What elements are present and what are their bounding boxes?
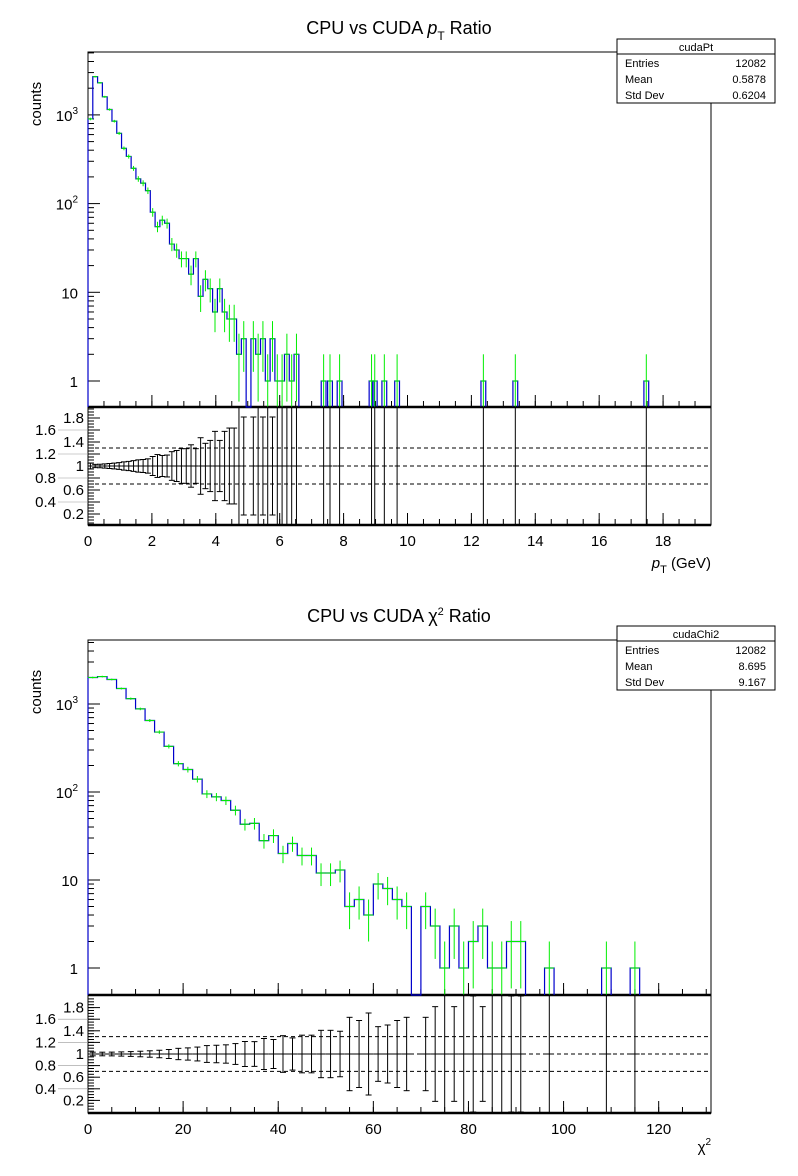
y-tick-label: 102 bbox=[56, 783, 79, 802]
y-tick-label: 10 bbox=[61, 285, 78, 302]
ratio-y-tick-label: 1.8 bbox=[63, 410, 84, 427]
stats-value: 8.695 bbox=[738, 661, 766, 673]
y-tick-label: 10 bbox=[61, 873, 78, 890]
ratio-y-tick-label: 0.2 bbox=[63, 506, 84, 523]
y-tick-base: 10 bbox=[56, 785, 73, 802]
ratio-y-tick-label: 1.8 bbox=[63, 1000, 84, 1017]
y-tick-label: 1 bbox=[70, 961, 78, 978]
y-tick-label: 103 bbox=[56, 695, 79, 714]
x-label-symbol: χ bbox=[698, 1139, 706, 1156]
title-prefix: CPU vs CUDA bbox=[306, 18, 427, 38]
title-suffix: Ratio bbox=[445, 18, 492, 38]
ratio-y-tick-label: 0.8 bbox=[35, 470, 56, 487]
stats-value: 0.6204 bbox=[732, 90, 766, 102]
x-tick-label: 10 bbox=[399, 533, 416, 550]
y-tick-base: 1 bbox=[70, 961, 78, 978]
stats-box bbox=[616, 38, 776, 104]
x-label-superscript: 2 bbox=[705, 1137, 711, 1148]
ratio-y-tick-label: 1.4 bbox=[63, 1023, 84, 1040]
ratio-y-tick-label: 0.6 bbox=[63, 482, 84, 499]
x-tick-label: 16 bbox=[591, 533, 608, 550]
y-tick-base: 10 bbox=[61, 873, 78, 890]
stats-label: Mean bbox=[625, 661, 653, 673]
x-tick-label: 14 bbox=[527, 533, 544, 550]
y-tick-base: 1 bbox=[70, 374, 78, 391]
stats-label: Std Dev bbox=[625, 90, 665, 102]
ratio-y-tick-label: 0.2 bbox=[63, 1092, 84, 1109]
x-tick-label: 6 bbox=[276, 533, 284, 550]
x-tick-label: 0 bbox=[84, 533, 92, 550]
y-tick-exponent: 2 bbox=[72, 783, 78, 794]
y-tick-exponent: 2 bbox=[72, 195, 78, 206]
x-tick-label: 12 bbox=[463, 533, 480, 550]
stats-label: Mean bbox=[625, 74, 653, 86]
x-axis-label: χ2 bbox=[698, 1137, 712, 1156]
y-tick-base: 10 bbox=[56, 197, 73, 214]
x-tick-label: 40 bbox=[270, 1121, 287, 1138]
x-tick-label: 60 bbox=[365, 1121, 382, 1138]
y-tick-base: 10 bbox=[56, 108, 73, 125]
stats-box bbox=[616, 625, 776, 691]
x-tick-label: 0 bbox=[84, 1121, 92, 1138]
stats-label: Entries bbox=[625, 645, 660, 657]
ratio-y-tick-label: 0.8 bbox=[35, 1058, 56, 1075]
chart-title: CPU vs CUDA pT Ratio bbox=[306, 18, 491, 43]
x-tick-label: 20 bbox=[175, 1121, 192, 1138]
x-label-symbol: p bbox=[651, 555, 660, 572]
title-prefix: CPU vs CUDA bbox=[307, 606, 428, 626]
ratio-y-tick-label: 0.4 bbox=[35, 1081, 56, 1098]
stats-name: cudaChi2 bbox=[673, 629, 719, 641]
x-tick-label: 8 bbox=[339, 533, 347, 550]
ratio-y-tick-label: 1.2 bbox=[35, 446, 56, 463]
x-tick-label: 18 bbox=[655, 533, 672, 550]
y-tick-exponent: 3 bbox=[72, 106, 78, 117]
main-plot-frame bbox=[87, 51, 712, 408]
stats-label: Std Dev bbox=[625, 677, 665, 689]
y-tick-base: 10 bbox=[56, 697, 73, 714]
ratio-y-tick-label: 0.6 bbox=[63, 1069, 84, 1086]
ratio-y-tick-label: 0.4 bbox=[35, 494, 56, 511]
title-symbol: χ bbox=[428, 606, 438, 626]
ratio-y-tick-label: 1.4 bbox=[63, 434, 84, 451]
ratio-y-tick-label: 1.2 bbox=[35, 1034, 56, 1051]
x-label-suffix: (GeV) bbox=[667, 555, 711, 572]
x-tick-label: 4 bbox=[212, 533, 220, 550]
x-label-subscript: T bbox=[660, 564, 667, 576]
ratio-y-tick-label: 1.6 bbox=[35, 422, 56, 439]
ratio-y-tick-label: 1 bbox=[76, 1046, 84, 1063]
y-tick-label: 102 bbox=[56, 195, 79, 214]
x-tick-label: 120 bbox=[646, 1121, 671, 1138]
y-tick-exponent: 3 bbox=[72, 695, 78, 706]
y-tick-label: 1 bbox=[70, 374, 78, 391]
y-tick-label: 103 bbox=[56, 106, 79, 125]
stats-value: 9.167 bbox=[738, 677, 766, 689]
ratio-y-tick-label: 1 bbox=[76, 458, 84, 475]
x-tick-label: 80 bbox=[460, 1121, 477, 1138]
stats-label: Entries bbox=[625, 58, 660, 70]
main-plot-frame bbox=[87, 639, 712, 996]
stats-value: 12082 bbox=[735, 58, 766, 70]
stats-value: 0.5878 bbox=[732, 74, 766, 86]
chart-title: CPU vs CUDA χ2 Ratio bbox=[307, 606, 491, 626]
y-tick-base: 10 bbox=[61, 285, 78, 302]
x-axis-label: pT (GeV) bbox=[651, 555, 711, 576]
title-subscript: T bbox=[437, 29, 445, 43]
y-axis-label: counts bbox=[28, 82, 45, 126]
title-symbol: p bbox=[426, 18, 437, 38]
ratio-y-tick-label: 1.6 bbox=[35, 1011, 56, 1028]
x-tick-label: 2 bbox=[148, 533, 156, 550]
title-suffix: Ratio bbox=[444, 606, 491, 626]
x-tick-label: 100 bbox=[551, 1121, 576, 1138]
stats-value: 12082 bbox=[735, 645, 766, 657]
stats-name: cudaPt bbox=[679, 42, 713, 54]
y-axis-label: counts bbox=[28, 670, 45, 714]
title-superscript: 2 bbox=[438, 606, 444, 618]
histogram-steps bbox=[87, 675, 527, 996]
